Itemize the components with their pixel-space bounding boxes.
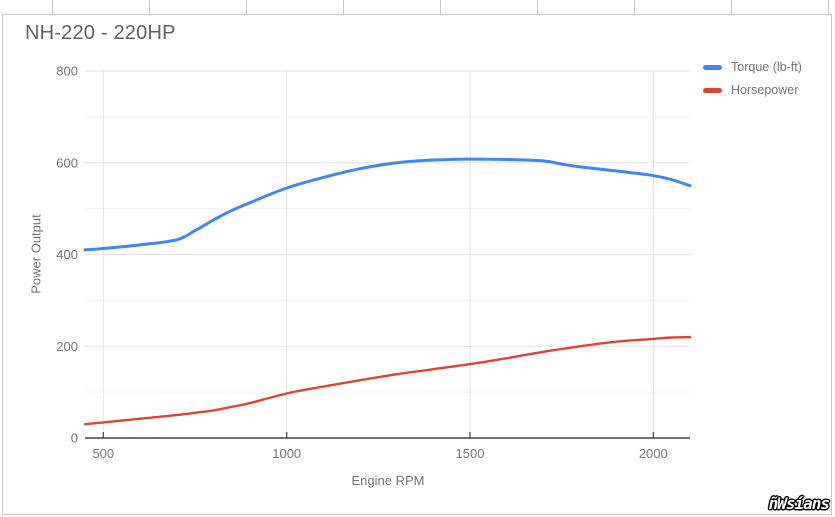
spreadsheet-column-edge-marks: [0, 0, 835, 14]
x-tick-label: 500: [92, 446, 114, 461]
watermark: ñWsíans: [768, 494, 830, 513]
y-tick-label: 0: [71, 431, 78, 446]
chart-card-border: [2, 14, 832, 515]
y-tick-label: 800: [56, 64, 78, 79]
horsepower-series-swatch: [703, 87, 722, 93]
legend: Torque (lb-ft) Horsepower: [703, 60, 802, 106]
legend-item-horsepower: Horsepower: [703, 83, 802, 97]
legend-item-torque: Torque (lb-ft): [703, 60, 802, 74]
y-tick-label: 600: [56, 155, 78, 170]
chart-title: NH-220 - 220HP: [25, 22, 176, 44]
x-tick-label: 1500: [456, 446, 485, 461]
legend-label-torque: Torque (lb-ft): [731, 60, 802, 74]
horsepower-curve: [83, 335, 692, 426]
torque-curve: [83, 157, 692, 252]
y-tick-label: 400: [56, 247, 78, 262]
x-axis-title: Engine RPM: [351, 473, 425, 488]
legend-label-horsepower: Horsepower: [731, 83, 799, 97]
y-axis-title: Power Output: [28, 214, 44, 294]
x-tick-label: 1000: [272, 446, 301, 461]
torque-series-swatch: [703, 64, 722, 70]
y-tick-label: 200: [56, 339, 78, 354]
x-tick-label: 2000: [639, 446, 668, 461]
